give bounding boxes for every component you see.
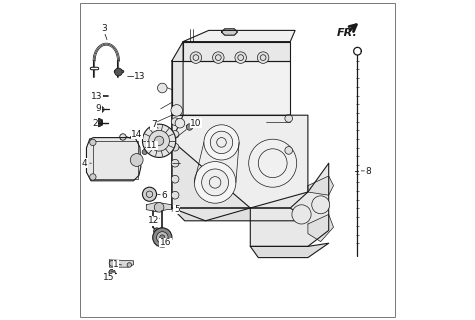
Circle shape	[154, 203, 164, 212]
Circle shape	[171, 191, 179, 199]
Circle shape	[194, 162, 236, 203]
Circle shape	[312, 196, 330, 214]
Circle shape	[142, 124, 176, 157]
Text: 11: 11	[146, 141, 158, 150]
Text: FR.: FR.	[337, 28, 358, 38]
Circle shape	[157, 232, 168, 243]
Circle shape	[171, 175, 179, 183]
Circle shape	[109, 260, 115, 266]
Circle shape	[186, 124, 193, 130]
Circle shape	[152, 228, 172, 247]
Circle shape	[171, 118, 179, 125]
Text: 16: 16	[160, 238, 171, 247]
Polygon shape	[172, 115, 308, 208]
Polygon shape	[86, 138, 141, 181]
Circle shape	[153, 228, 160, 234]
Circle shape	[190, 52, 202, 63]
Circle shape	[142, 149, 147, 155]
Circle shape	[96, 92, 103, 100]
Circle shape	[235, 52, 247, 63]
Circle shape	[175, 118, 185, 128]
Text: 5: 5	[174, 205, 180, 214]
Circle shape	[171, 131, 179, 138]
Text: 10: 10	[190, 119, 202, 128]
Circle shape	[120, 134, 126, 140]
Polygon shape	[250, 243, 329, 258]
Text: 14: 14	[131, 130, 142, 139]
Text: 13: 13	[134, 72, 146, 81]
Circle shape	[114, 68, 122, 76]
Text: 7: 7	[151, 120, 157, 129]
Polygon shape	[172, 208, 308, 221]
Text: 6: 6	[161, 191, 167, 200]
Polygon shape	[250, 163, 329, 246]
Polygon shape	[183, 42, 290, 61]
Circle shape	[149, 131, 170, 151]
Text: 15: 15	[103, 273, 114, 282]
Circle shape	[130, 154, 143, 166]
Text: 1: 1	[113, 260, 119, 269]
Polygon shape	[183, 30, 295, 42]
Text: 2: 2	[92, 119, 98, 128]
Text: 13: 13	[91, 92, 103, 100]
Circle shape	[90, 174, 96, 180]
Circle shape	[109, 269, 115, 276]
Text: 12: 12	[148, 216, 159, 225]
Text: 3: 3	[101, 24, 106, 33]
Polygon shape	[146, 202, 172, 212]
Circle shape	[142, 187, 157, 201]
Polygon shape	[308, 214, 333, 242]
Polygon shape	[110, 260, 133, 267]
Circle shape	[204, 125, 239, 160]
Polygon shape	[172, 61, 290, 115]
Circle shape	[257, 52, 269, 63]
Polygon shape	[221, 29, 238, 35]
Polygon shape	[172, 42, 183, 141]
Circle shape	[292, 205, 311, 224]
Text: 8: 8	[366, 167, 371, 176]
Circle shape	[202, 169, 228, 196]
Circle shape	[94, 118, 103, 127]
Circle shape	[171, 105, 182, 116]
Circle shape	[171, 159, 179, 167]
Polygon shape	[172, 141, 250, 221]
Circle shape	[210, 131, 233, 154]
Circle shape	[160, 235, 165, 240]
Text: 9: 9	[95, 104, 101, 113]
Polygon shape	[308, 176, 333, 195]
Circle shape	[90, 139, 96, 146]
Circle shape	[212, 52, 224, 63]
Text: 4: 4	[82, 159, 87, 168]
Circle shape	[154, 136, 164, 146]
Circle shape	[127, 263, 132, 267]
Circle shape	[249, 139, 297, 187]
Circle shape	[171, 143, 179, 151]
Circle shape	[285, 147, 293, 154]
Circle shape	[158, 83, 167, 93]
Circle shape	[285, 115, 293, 122]
